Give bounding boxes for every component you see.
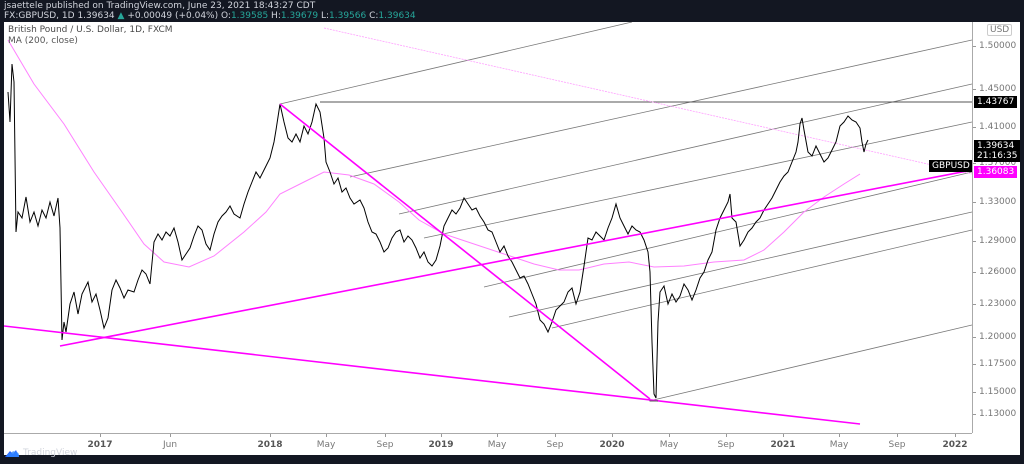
tick-mark <box>170 434 171 437</box>
time-tick-label: 2021 <box>770 440 796 450</box>
tick-mark <box>897 434 898 437</box>
last-price: 1.39634 <box>77 11 115 21</box>
time-tick-label: 2019 <box>428 440 454 450</box>
price-tick-label: 1.41000 <box>979 122 1017 132</box>
currency-label[interactable]: USD <box>987 24 1013 36</box>
chart-frame[interactable]: British Pound / U.S. Dollar, 1D, FXCM MA… <box>4 22 1021 456</box>
time-tick-label: May <box>829 440 849 450</box>
chart-legend: British Pound / U.S. Dollar, 1D, FXCM MA… <box>8 25 173 47</box>
legend-title: British Pound / U.S. Dollar, 1D, FXCM <box>8 25 173 35</box>
pitchfork-lines <box>279 22 972 402</box>
chart-plot[interactable] <box>4 22 972 433</box>
tick-mark <box>955 434 956 437</box>
price-tick-label: 1.50000 <box>979 41 1017 51</box>
time-tick-label: 2020 <box>599 440 625 450</box>
footer-branding[interactable]: TradingView <box>4 443 77 463</box>
tick-mark <box>669 434 670 437</box>
open-label: O: <box>220 11 231 21</box>
high-label: H: <box>271 11 281 21</box>
tick-mark <box>441 434 442 437</box>
time-tick-label: May <box>659 440 679 450</box>
up-triangle-icon: ▲ <box>117 11 125 21</box>
high-value: 1.39679 <box>280 11 319 21</box>
symbol-quote-line: FX:GBPUSD, 1D 1.39634 ▲ +0.00049 (+0.04%… <box>4 11 416 21</box>
close-value: 1.39634 <box>378 11 416 21</box>
level-price-label: 1.43767 <box>974 96 1018 108</box>
tick-mark <box>612 434 613 437</box>
chart-header: jsaettele published on TradingView.com, … <box>4 0 1020 22</box>
price-tick-label: 1.37000 <box>979 158 1017 168</box>
time-tick-label: 2022 <box>942 440 968 450</box>
tick-mark <box>555 434 556 437</box>
price-tick-label: 1.23000 <box>979 299 1017 309</box>
rising-support-trendline <box>59 169 972 347</box>
ma-200-line <box>7 39 861 271</box>
symbol-name: FX:GBPUSD, 1D <box>4 11 75 21</box>
tick-mark <box>270 434 271 437</box>
tick-mark <box>726 434 727 437</box>
tick-mark <box>783 434 784 437</box>
tick-mark <box>497 434 498 437</box>
price-tick-label: 1.45000 <box>979 84 1017 94</box>
legend-indicator[interactable]: MA (200, close) <box>8 36 78 46</box>
time-tick-label: Jun <box>162 440 178 450</box>
tradingview-cloud-icon <box>5 450 19 457</box>
tradingview-brand: TradingView <box>23 448 78 458</box>
current-price: 1.39634 <box>977 141 1015 151</box>
price-tick-label: 1.15000 <box>979 387 1017 397</box>
faint-trendline <box>323 27 972 175</box>
time-axis[interactable]: 2017 Jun 2018 May Sep 2019 May Sep 2020 … <box>4 433 972 456</box>
tick-mark <box>385 434 386 437</box>
tick-mark <box>973 414 976 415</box>
symbol-tag: GBPUSD <box>929 160 973 172</box>
tick-mark <box>973 127 976 128</box>
close-label: C: <box>369 11 379 21</box>
published-line: jsaettele published on TradingView.com, … <box>4 1 316 11</box>
price-axis[interactable]: USD 1.50000 1.45000 1.41000 1.37000 1.33… <box>972 22 1021 433</box>
price-tick-label: 1.33000 <box>979 197 1017 207</box>
tick-mark <box>100 434 101 437</box>
price-tick-label: 1.20000 <box>979 332 1017 342</box>
tick-mark <box>973 392 976 393</box>
time-tick-label: 2018 <box>257 440 283 450</box>
price-change: +0.00049 (+0.04%) <box>127 11 219 21</box>
time-tick-label: Sep <box>546 440 564 450</box>
price-tick-label: 1.29000 <box>979 236 1017 246</box>
price-line <box>7 63 869 399</box>
low-value: 1.39566 <box>329 11 367 21</box>
lower-falling-trendline <box>4 325 861 425</box>
low-label: L: <box>320 11 329 21</box>
tick-mark <box>973 89 976 90</box>
time-tick-label: Sep <box>888 440 906 450</box>
time-tick-label: Sep <box>376 440 394 450</box>
tick-mark <box>973 364 976 365</box>
trendline-price-label: 1.36083 <box>974 166 1018 178</box>
time-tick-label: Sep <box>717 440 735 450</box>
tick-mark <box>973 202 976 203</box>
time-tick-label: May <box>316 440 336 450</box>
time-tick-label: 2017 <box>87 440 113 450</box>
tick-mark <box>973 337 976 338</box>
price-tick-label: 1.13000 <box>979 409 1017 419</box>
time-tick-label: May <box>487 440 507 450</box>
price-tick-label: 1.26000 <box>979 267 1017 277</box>
current-price-label: 1.39634 21:16:35 <box>974 140 1021 162</box>
falling-2018-2020-trendline <box>279 103 651 400</box>
tick-mark <box>973 304 976 305</box>
tick-mark <box>326 434 327 437</box>
tick-mark <box>973 241 976 242</box>
tick-mark <box>839 434 840 437</box>
tick-mark <box>973 272 976 273</box>
open-value: 1.39585 <box>230 11 269 21</box>
bar-countdown: 21:16:35 <box>977 151 1018 161</box>
price-tick-label: 1.17500 <box>979 359 1017 369</box>
tick-mark <box>973 163 976 164</box>
tick-mark <box>973 46 976 47</box>
